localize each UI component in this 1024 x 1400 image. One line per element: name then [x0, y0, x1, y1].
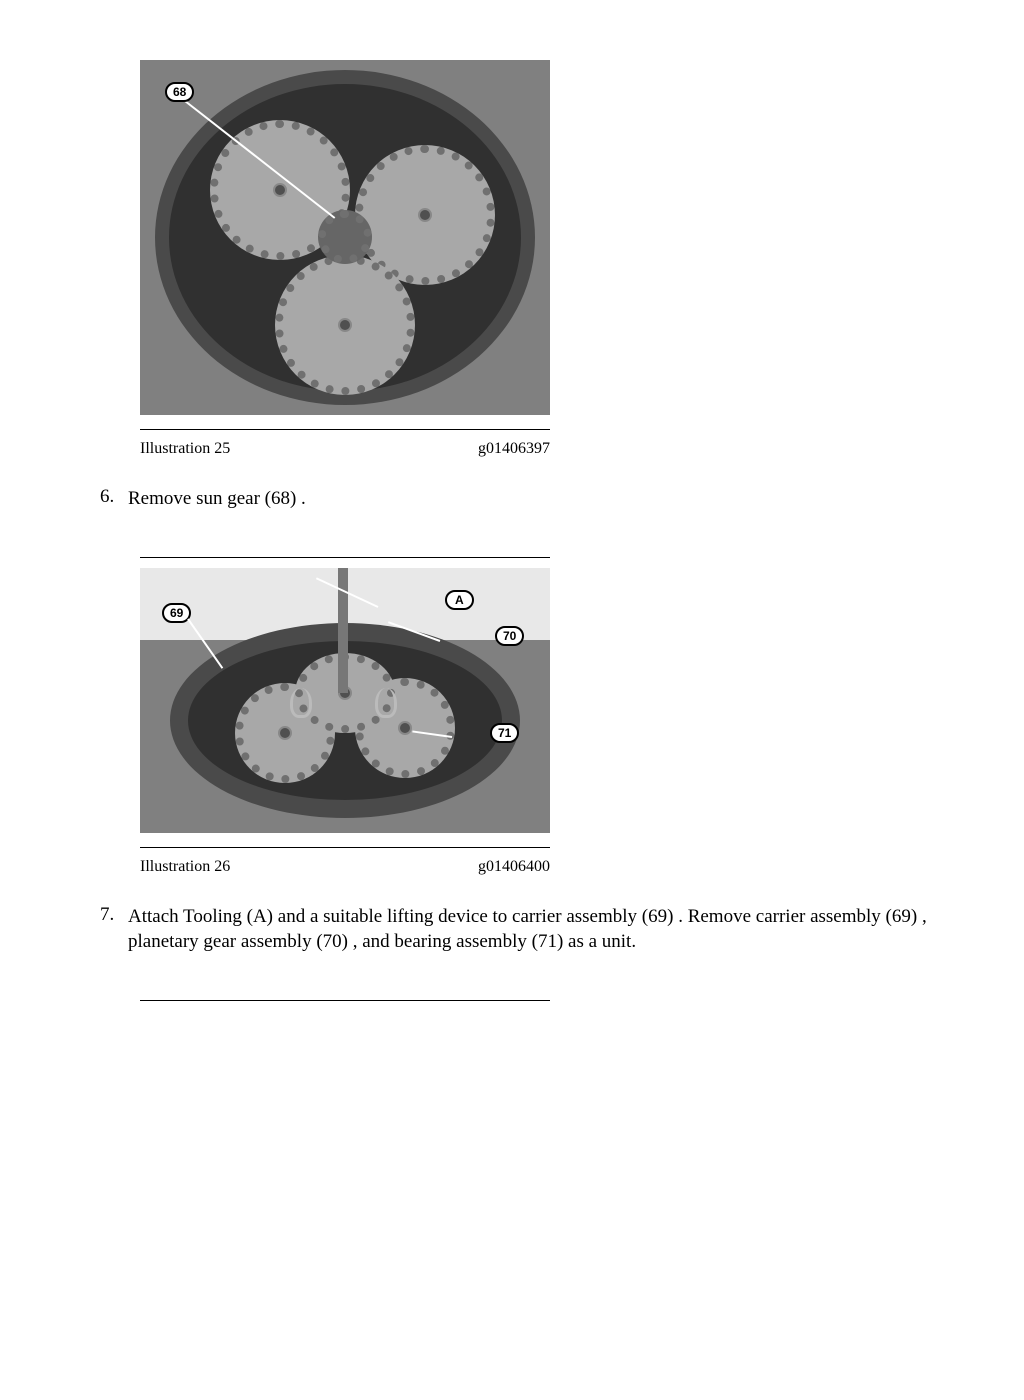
figure-25-block: 68 Illustration 25 g01406397 [140, 60, 934, 458]
figure-26-caption: Illustration 26 g01406400 [140, 858, 550, 876]
illustration-25-image: 68 [140, 60, 550, 415]
callout-label-68: 68 [165, 82, 194, 102]
caption-label: Illustration 26 [140, 858, 230, 876]
sun-gear-shape [318, 210, 372, 264]
figure-25-caption: Illustration 25 g01406397 [140, 440, 550, 458]
figure-separator [140, 429, 550, 430]
step-number: 6. [100, 486, 128, 512]
figure-26-block: 69 A 70 71 Illustration 26 g01406400 [140, 557, 934, 876]
lifting-hook [375, 688, 397, 718]
figure-separator [140, 1000, 550, 1001]
callout-label-71: 71 [490, 723, 519, 743]
step-text: Attach Tooling (A) and a suitable liftin… [128, 904, 934, 955]
planet-gear-shape [275, 255, 415, 395]
trailing-separator-block [140, 1000, 934, 1001]
callout-label-70: 70 [495, 626, 524, 646]
step-number: 7. [100, 904, 128, 955]
callout-label-A: A [445, 590, 474, 610]
step-text: Remove sun gear (68) . [128, 486, 934, 512]
illustration-26-image: 69 A 70 71 [140, 568, 550, 833]
caption-code: g01406397 [478, 440, 550, 458]
lifting-bar [338, 568, 348, 693]
caption-label: Illustration 25 [140, 440, 230, 458]
lifting-hook [290, 688, 312, 718]
figure-separator-top [140, 557, 550, 558]
figure-separator [140, 847, 550, 848]
step-7: 7. Attach Tooling (A) and a suitable lif… [100, 904, 934, 955]
caption-code: g01406400 [478, 858, 550, 876]
step-6: 6. Remove sun gear (68) . [100, 486, 934, 512]
